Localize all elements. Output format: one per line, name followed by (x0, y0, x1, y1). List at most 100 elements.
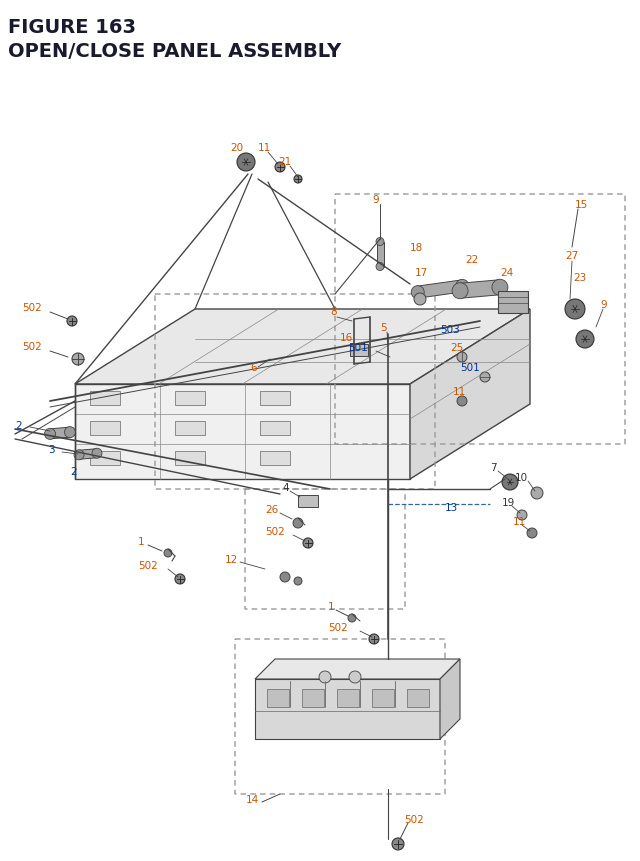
Text: 27: 27 (565, 251, 579, 261)
Text: 25: 25 (450, 343, 463, 353)
Circle shape (576, 331, 594, 349)
Text: 502: 502 (22, 342, 42, 351)
Polygon shape (75, 385, 410, 480)
Circle shape (280, 573, 290, 582)
Circle shape (369, 635, 379, 644)
Text: 501: 501 (348, 343, 368, 353)
Text: 20: 20 (230, 143, 243, 152)
Circle shape (412, 287, 424, 300)
Polygon shape (410, 310, 530, 480)
Bar (302, 689, 324, 707)
Bar (90, 451, 120, 466)
Circle shape (92, 449, 102, 459)
Text: 502: 502 (22, 303, 42, 313)
Text: 502: 502 (404, 814, 424, 824)
Text: 23: 23 (573, 273, 586, 282)
Text: 15: 15 (575, 200, 588, 210)
Text: 3: 3 (48, 444, 54, 455)
Circle shape (527, 529, 537, 538)
Text: 1: 1 (138, 536, 145, 547)
Circle shape (45, 429, 56, 440)
Text: 2: 2 (15, 420, 22, 430)
Bar (260, 392, 290, 406)
Polygon shape (376, 242, 383, 267)
Polygon shape (255, 660, 460, 679)
Circle shape (517, 511, 527, 520)
Circle shape (376, 238, 384, 246)
Text: 18: 18 (410, 243, 423, 253)
Text: 503: 503 (440, 325, 460, 335)
Polygon shape (460, 281, 500, 299)
Polygon shape (75, 310, 530, 385)
Bar (90, 422, 120, 436)
Text: 9: 9 (600, 300, 607, 310)
Text: 9: 9 (372, 195, 379, 205)
Circle shape (65, 427, 76, 438)
Circle shape (392, 838, 404, 850)
Text: 22: 22 (465, 255, 478, 264)
Bar (175, 451, 205, 466)
Circle shape (303, 538, 313, 548)
Text: OPEN/CLOSE PANEL ASSEMBLY: OPEN/CLOSE PANEL ASSEMBLY (8, 42, 341, 61)
Circle shape (414, 294, 426, 306)
Circle shape (457, 397, 467, 406)
Circle shape (275, 163, 285, 173)
Circle shape (175, 574, 185, 585)
Text: 502: 502 (328, 623, 348, 632)
Bar (498, 292, 528, 313)
Bar (90, 392, 120, 406)
Bar (407, 689, 429, 707)
Text: 21: 21 (278, 157, 291, 167)
Bar (255, 679, 440, 739)
Circle shape (452, 283, 468, 300)
Text: 26: 26 (265, 505, 278, 514)
Circle shape (319, 672, 331, 684)
Text: 5: 5 (380, 323, 387, 332)
Text: 501: 501 (460, 362, 480, 373)
Circle shape (237, 154, 255, 172)
Bar (337, 689, 359, 707)
Text: 11: 11 (513, 517, 526, 526)
Text: 1: 1 (328, 601, 335, 611)
Text: 2: 2 (70, 467, 77, 476)
Circle shape (492, 280, 508, 296)
Text: 12: 12 (225, 554, 238, 564)
Text: 16: 16 (340, 332, 353, 343)
Circle shape (376, 263, 384, 271)
Text: FIGURE 163: FIGURE 163 (8, 18, 136, 37)
Text: 11: 11 (258, 143, 271, 152)
Text: 6: 6 (250, 362, 257, 373)
Polygon shape (417, 281, 463, 299)
Text: 7: 7 (490, 462, 497, 473)
Text: 502: 502 (138, 561, 157, 570)
Text: 502: 502 (265, 526, 285, 536)
Bar (267, 689, 289, 707)
Bar (260, 422, 290, 436)
Circle shape (293, 518, 303, 529)
Text: 14: 14 (246, 794, 259, 804)
Bar (175, 392, 205, 406)
Circle shape (348, 614, 356, 623)
Circle shape (72, 354, 84, 366)
Circle shape (502, 474, 518, 491)
Circle shape (457, 353, 467, 362)
Circle shape (456, 280, 468, 293)
Circle shape (565, 300, 585, 319)
Text: 19: 19 (502, 498, 515, 507)
Polygon shape (440, 660, 460, 739)
Polygon shape (79, 449, 97, 460)
Polygon shape (50, 428, 70, 439)
Text: 13: 13 (445, 503, 458, 512)
Circle shape (67, 317, 77, 326)
Bar (175, 422, 205, 436)
Bar (372, 689, 394, 707)
Text: 8: 8 (330, 307, 337, 317)
Text: 4: 4 (282, 482, 289, 492)
Circle shape (480, 373, 490, 382)
Bar (260, 451, 290, 466)
Circle shape (164, 549, 172, 557)
Bar (298, 495, 318, 507)
Circle shape (294, 176, 302, 183)
Text: 10: 10 (515, 473, 528, 482)
Text: 17: 17 (415, 268, 428, 278)
